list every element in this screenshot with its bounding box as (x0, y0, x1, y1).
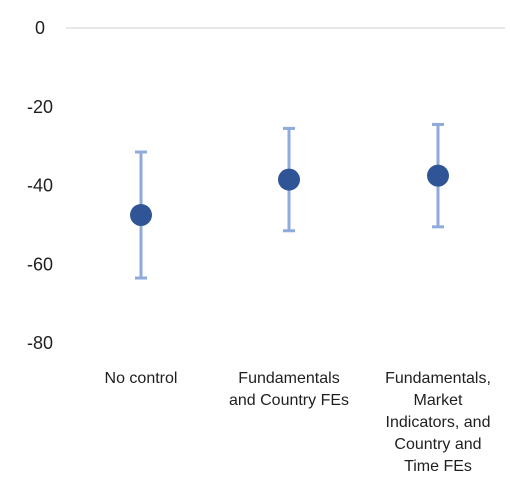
data-points (130, 164, 449, 227)
x-category-label-line: Time FEs (404, 458, 472, 475)
x-category-label-line: No control (105, 370, 178, 387)
x-category-label: Fundamentals, Market Indicators, and Countr… (385, 370, 491, 475)
y-tick-label: -80 (27, 333, 53, 353)
error-bars (135, 122, 444, 280)
x-category-label-line: and Country FEs (229, 392, 349, 409)
x-category-label: Fundamentals and Country FEs (229, 370, 349, 409)
y-tick-label: -40 (27, 176, 53, 196)
axis-layer: 0 -20 -40 -60 -80 (27, 18, 505, 353)
data-point (427, 164, 449, 187)
x-category-label-line: Fundamentals (238, 370, 339, 387)
x-category-label: No control (105, 370, 178, 387)
x-category-label-line: Fundamentals, (385, 370, 491, 387)
data-point (278, 168, 300, 191)
y-tick-label: 0 (35, 18, 45, 38)
data-point (130, 204, 152, 227)
x-category-label-line: Indicators, and (386, 414, 491, 431)
x-category-label-line: Country and (394, 436, 481, 453)
y-tick-label: -60 (27, 254, 53, 274)
category-labels: No control Fundamentals and Country FEsFun… (105, 370, 491, 475)
x-category-label-line: Market (414, 392, 463, 409)
y-tick-label: -20 (27, 97, 53, 117)
